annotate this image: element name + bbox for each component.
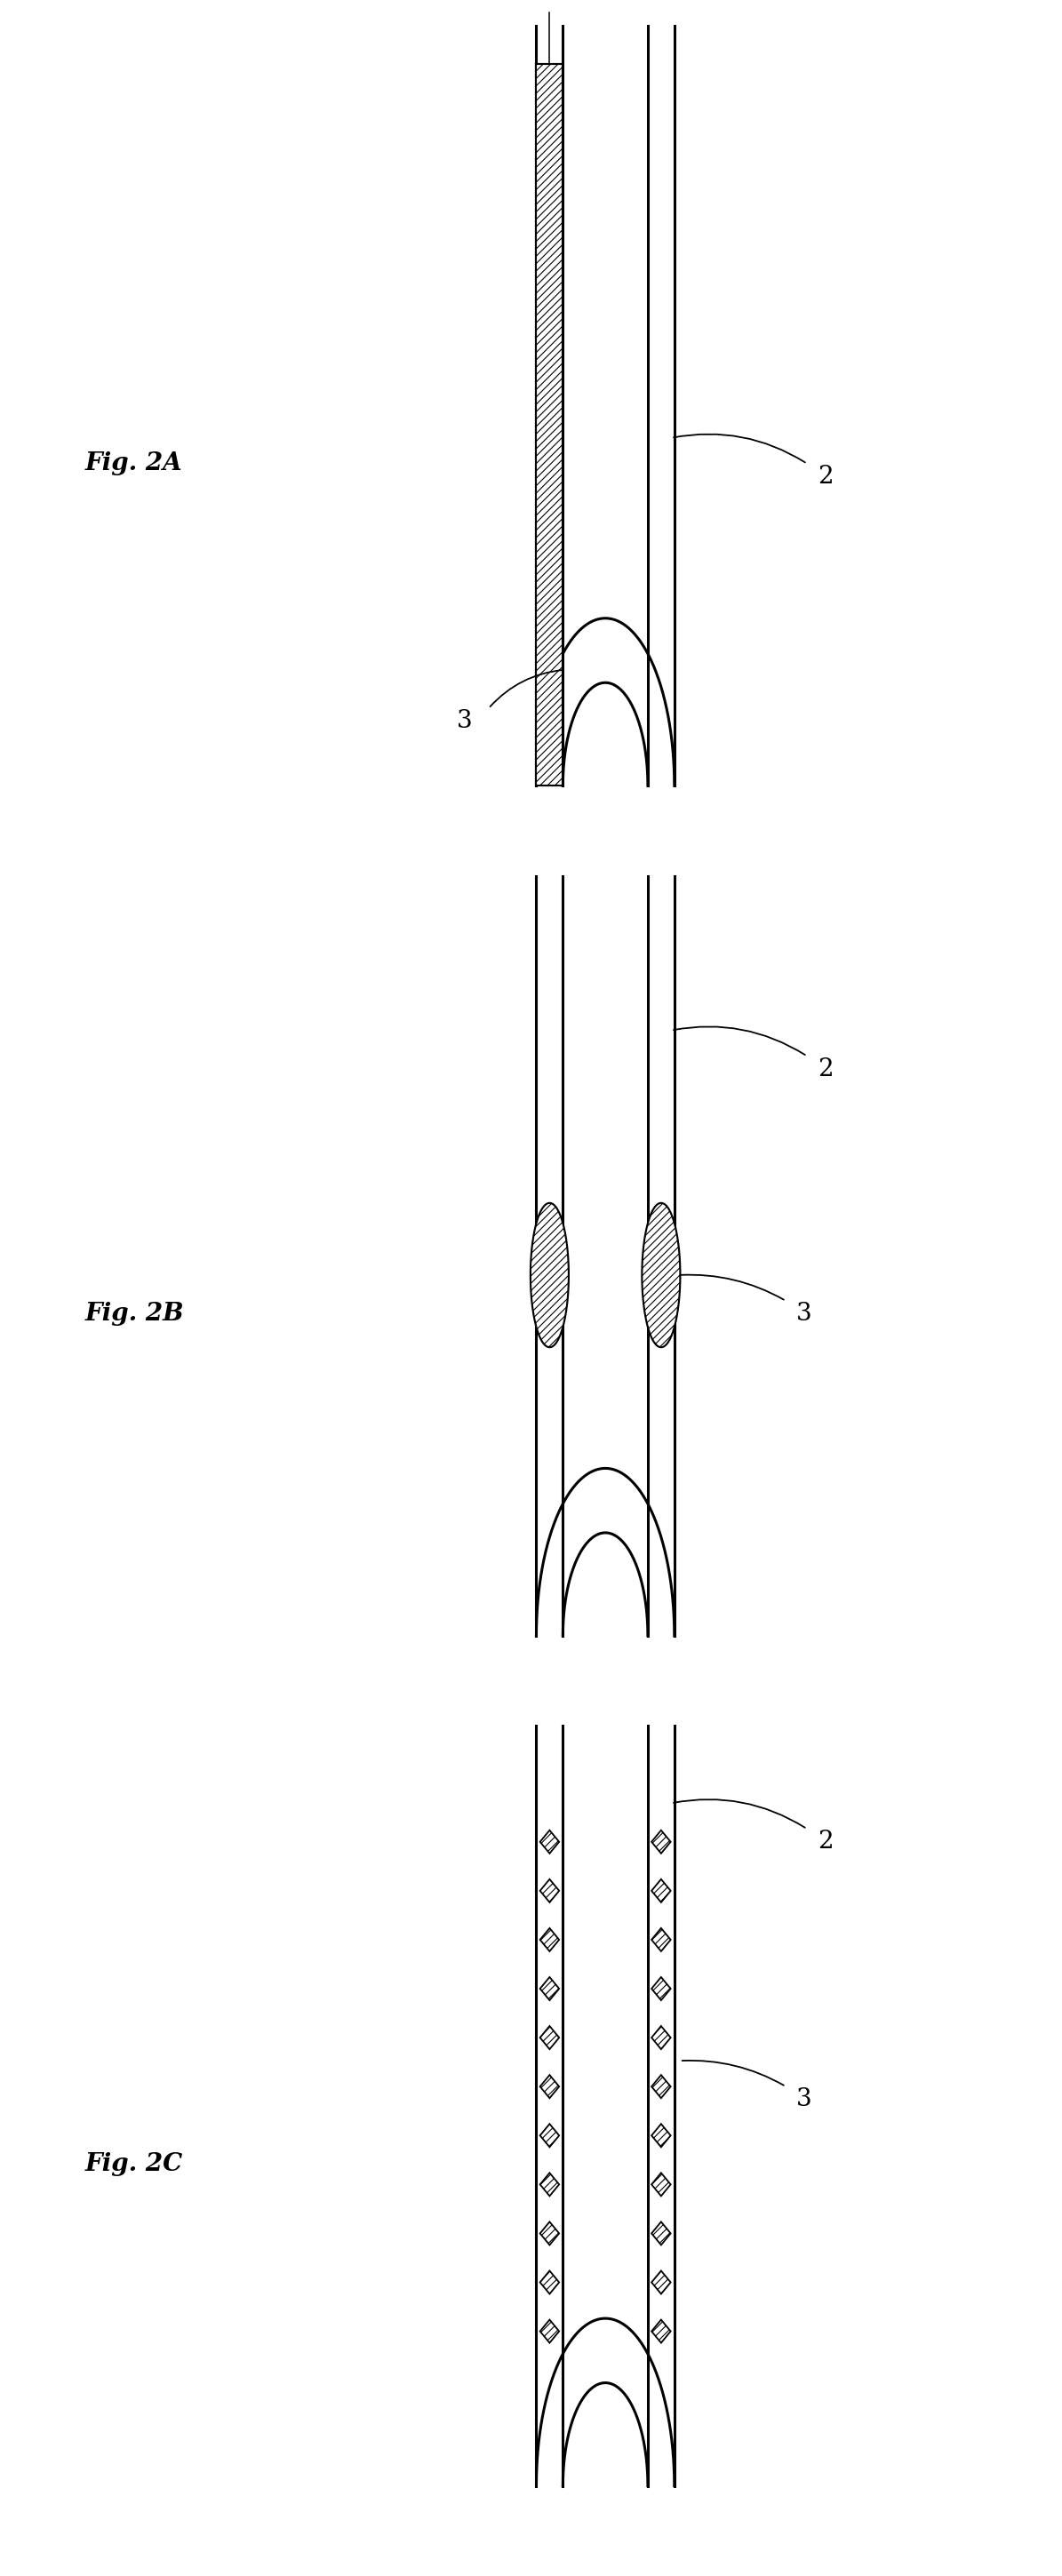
Text: Fig. 2A: Fig. 2A bbox=[85, 451, 183, 477]
Polygon shape bbox=[652, 2272, 671, 2293]
Polygon shape bbox=[539, 1880, 559, 1901]
Polygon shape bbox=[539, 2174, 559, 2195]
Polygon shape bbox=[652, 2174, 671, 2195]
Polygon shape bbox=[539, 2025, 559, 2050]
Polygon shape bbox=[539, 2272, 559, 2293]
Polygon shape bbox=[652, 2221, 671, 2244]
Polygon shape bbox=[539, 1927, 559, 1953]
Polygon shape bbox=[652, 2076, 671, 2097]
Bar bbox=[536, 64, 563, 786]
Text: 3: 3 bbox=[796, 2087, 812, 2112]
Polygon shape bbox=[539, 2221, 559, 2244]
Text: Fig. 2C: Fig. 2C bbox=[85, 2151, 183, 2177]
Text: Fig. 2B: Fig. 2B bbox=[85, 1301, 184, 1327]
Text: 3: 3 bbox=[796, 1301, 812, 1327]
Polygon shape bbox=[531, 1203, 568, 1347]
Text: 3: 3 bbox=[457, 708, 473, 734]
Polygon shape bbox=[652, 1832, 671, 1855]
Polygon shape bbox=[539, 1832, 559, 1855]
Text: 2: 2 bbox=[818, 1829, 834, 1855]
Polygon shape bbox=[539, 2076, 559, 2097]
Polygon shape bbox=[652, 2318, 671, 2344]
Text: 2: 2 bbox=[818, 1056, 834, 1082]
Polygon shape bbox=[652, 1927, 671, 1953]
Polygon shape bbox=[539, 1978, 559, 1999]
Polygon shape bbox=[652, 1880, 671, 1901]
Polygon shape bbox=[643, 1203, 680, 1347]
Polygon shape bbox=[539, 2123, 559, 2146]
Polygon shape bbox=[652, 1978, 671, 1999]
Polygon shape bbox=[652, 2123, 671, 2146]
Text: 2: 2 bbox=[818, 464, 834, 489]
Polygon shape bbox=[652, 2025, 671, 2050]
Polygon shape bbox=[539, 2318, 559, 2344]
